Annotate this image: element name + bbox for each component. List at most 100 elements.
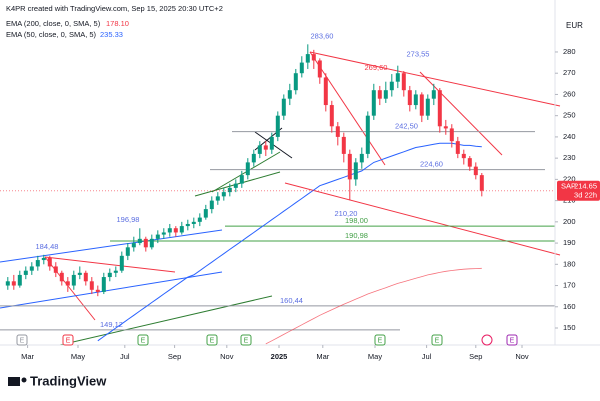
x-tick-label: Nov bbox=[220, 352, 234, 361]
trend-line bbox=[0, 229, 223, 263]
price-annotation: 283,60 bbox=[311, 31, 334, 40]
candle-body bbox=[461, 153, 466, 159]
candle-body bbox=[185, 223, 190, 227]
candle-body bbox=[161, 232, 166, 235]
candle-body bbox=[83, 272, 88, 282]
event-label: E bbox=[510, 337, 515, 344]
event-label: E bbox=[141, 337, 146, 344]
candle-body bbox=[89, 281, 94, 290]
candle-body bbox=[383, 90, 388, 99]
price-annotation: 269,60 bbox=[365, 63, 388, 72]
x-tick-label: Sep bbox=[469, 352, 482, 361]
candle-body bbox=[29, 266, 34, 271]
candle-body bbox=[131, 243, 136, 248]
candle-body bbox=[317, 60, 322, 78]
candle-body bbox=[251, 153, 256, 163]
candle-body bbox=[413, 94, 418, 106]
ema-line bbox=[97, 142, 482, 342]
candle-body bbox=[221, 192, 226, 197]
y-tick-label: 220 bbox=[563, 174, 576, 183]
candle-body bbox=[245, 162, 250, 176]
candle-body bbox=[305, 54, 310, 63]
x-tick-label: Sep bbox=[168, 352, 181, 361]
event-icon bbox=[206, 334, 218, 346]
trend-line bbox=[309, 51, 386, 166]
candle-body bbox=[143, 238, 148, 248]
logo-dot bbox=[21, 377, 27, 383]
legend-name: EMA (200, close, 0, SMA, 5) bbox=[6, 19, 101, 28]
candle-body bbox=[377, 90, 382, 99]
trend-line bbox=[309, 51, 561, 107]
candle-body bbox=[263, 145, 268, 150]
legend-value: 235.33 bbox=[100, 30, 123, 39]
candle-body bbox=[53, 266, 58, 273]
candle-body bbox=[437, 90, 442, 127]
candle-body bbox=[365, 115, 370, 154]
candle-body bbox=[479, 175, 484, 191]
candle-body bbox=[179, 226, 184, 233]
level-label: 242,50 bbox=[395, 122, 418, 131]
x-tick-label: Nov bbox=[515, 352, 529, 361]
candle-body bbox=[47, 257, 52, 267]
candle-body bbox=[329, 105, 334, 127]
candle-body bbox=[455, 141, 460, 154]
candle-body bbox=[425, 98, 430, 116]
candle-body bbox=[281, 98, 286, 116]
credit: K4PR created with TradingView.com, Sep 1… bbox=[6, 4, 223, 13]
candle-body bbox=[23, 270, 28, 275]
legend-name: EMA (50, close, 0, SMA, 5) bbox=[6, 30, 97, 39]
candle-body bbox=[77, 272, 82, 275]
level-label: 190,98 bbox=[345, 231, 368, 240]
y-tick-label: 260 bbox=[563, 89, 576, 98]
symbol-label: SAP bbox=[561, 182, 576, 191]
event-label: E bbox=[210, 337, 215, 344]
level-label: 224,60 bbox=[420, 160, 443, 169]
candle-body bbox=[371, 90, 376, 116]
event-icon bbox=[137, 334, 149, 346]
candle-body bbox=[443, 126, 448, 129]
event-label: E bbox=[20, 337, 25, 344]
candle-body bbox=[269, 136, 274, 150]
y-tick-label: 190 bbox=[563, 238, 576, 247]
candle-body bbox=[203, 209, 208, 218]
brand: TradingView bbox=[30, 373, 107, 388]
candle-body bbox=[5, 281, 10, 286]
candle-body bbox=[311, 54, 316, 61]
candle-body bbox=[401, 73, 406, 91]
candle-body bbox=[209, 200, 214, 210]
event-icon bbox=[16, 334, 28, 346]
candle-body bbox=[407, 90, 412, 106]
candle-body bbox=[149, 238, 154, 248]
event-label: E bbox=[378, 337, 383, 344]
candle-body bbox=[275, 115, 280, 137]
event-icon bbox=[374, 334, 386, 346]
candle-body bbox=[431, 90, 436, 99]
candle-body bbox=[389, 81, 394, 91]
candle-body bbox=[341, 136, 346, 154]
level-label: 149,12 bbox=[100, 320, 123, 329]
x-tick-label: Jul bbox=[422, 352, 432, 361]
candle-body bbox=[449, 128, 454, 142]
event-icon bbox=[62, 334, 74, 346]
y-tick-label: 200 bbox=[563, 217, 576, 226]
candle-body bbox=[59, 272, 64, 282]
candle-body bbox=[95, 289, 100, 292]
last-price-label: 214.65 bbox=[574, 182, 597, 191]
price-annotation: 210,20 bbox=[335, 209, 358, 218]
candle-body bbox=[107, 272, 112, 278]
candle-body bbox=[119, 255, 124, 271]
y-tick-label: 160 bbox=[563, 302, 576, 311]
candle-body bbox=[35, 260, 40, 267]
logo-mark bbox=[8, 377, 20, 386]
y-tick-label: 150 bbox=[563, 323, 576, 332]
event-label: E bbox=[435, 337, 440, 344]
x-tick-label: Mar bbox=[316, 352, 329, 361]
candle-body bbox=[137, 238, 142, 244]
trend-line bbox=[59, 295, 273, 346]
trend-line bbox=[44, 256, 176, 273]
level-label: 198,00 bbox=[345, 216, 368, 225]
candle-body bbox=[293, 73, 298, 91]
dividend-icon bbox=[481, 334, 493, 346]
candle-body bbox=[167, 228, 172, 233]
